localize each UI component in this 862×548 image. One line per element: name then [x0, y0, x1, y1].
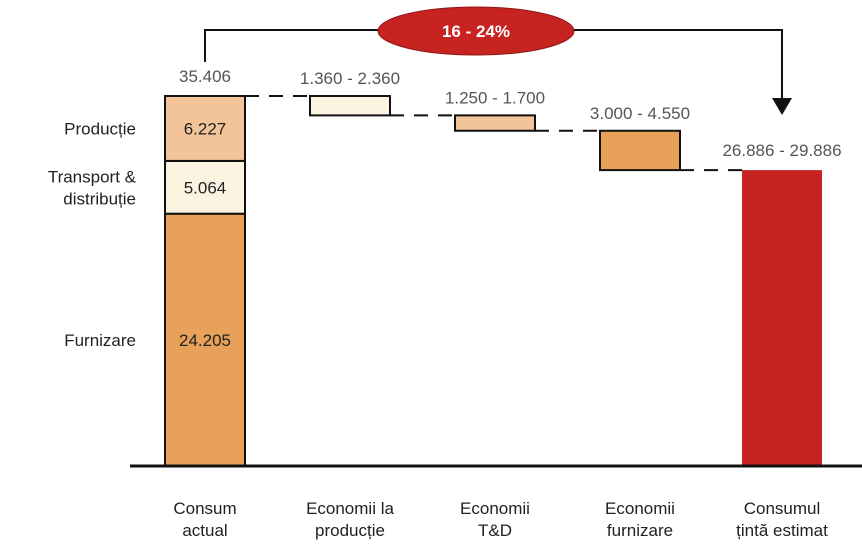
reduction-label-td: 1.250 - 1.700	[445, 88, 545, 107]
reduction-bracket: 16 - 24%	[204, 6, 792, 115]
segment-value-furnizare: 24.205	[179, 331, 231, 350]
reduction-label-productie: 1.360 - 2.360	[300, 69, 400, 88]
reduction-pill-label: 16 - 24%	[442, 22, 510, 41]
category-label-economii-td: Economii T&D	[460, 499, 530, 540]
target-bar	[742, 170, 822, 466]
reduction-pill	[377, 6, 575, 56]
labels-group: 24.205 Furnizare 5.064 Transport & distribuț…	[48, 67, 842, 540]
segment-transport-distributie	[164, 159, 246, 215]
reduction-bar-td	[454, 114, 536, 132]
segment-value-productie: 6.227	[184, 119, 227, 138]
total-value-label: 35.406	[179, 67, 231, 86]
bracket-arrow-head	[772, 98, 792, 115]
category-label-consumul-tinta: Consumul țintă estimat	[736, 499, 828, 540]
target-value-label: 26.886 - 29.886	[722, 141, 841, 160]
segment-value-transport-distributie: 5.064	[184, 178, 227, 197]
category-label-economii-productie: Economii la producție	[306, 499, 394, 540]
segment-label-productie: Producție	[64, 119, 136, 138]
reduction-label-furnizare: 3.000 - 4.550	[590, 104, 690, 123]
reduction-bar-productie	[309, 95, 391, 117]
segment-label-furnizare: Furnizare	[64, 331, 136, 350]
segment-furnizare	[164, 212, 246, 467]
reduction-bar-furnizare	[599, 129, 681, 172]
segment-productie	[164, 95, 246, 162]
bars-group	[164, 95, 822, 467]
category-label-economii-furnizare: Economii furnizare	[605, 499, 675, 540]
category-label-consum-actual: Consum actual	[173, 499, 236, 540]
segment-label-transport-distributie: Transport & distribuție	[48, 167, 137, 208]
connector-lines	[245, 95, 742, 172]
